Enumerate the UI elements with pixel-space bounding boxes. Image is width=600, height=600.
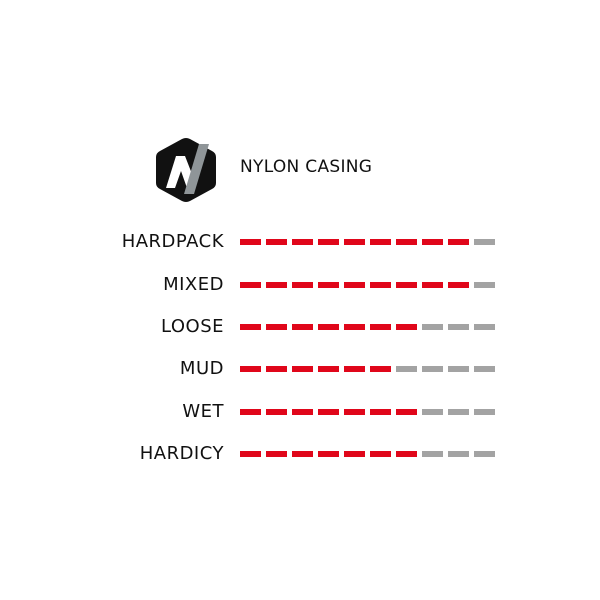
rating-label: HARDPACK xyxy=(121,231,224,252)
rating-segment-filled xyxy=(370,366,391,372)
rating-segment-empty xyxy=(448,324,469,330)
rating-segment-filled xyxy=(396,324,417,330)
rating-segment-filled xyxy=(266,324,287,330)
rating-segment-filled xyxy=(318,239,339,245)
rating-segment-filled xyxy=(448,239,469,245)
rating-segment-filled xyxy=(370,409,391,415)
rating-segment-empty xyxy=(474,324,495,330)
rating-segment-empty xyxy=(474,282,495,288)
rating-segment-filled xyxy=(370,451,391,457)
rating-segment-empty xyxy=(448,366,469,372)
rating-segment-empty xyxy=(474,366,495,372)
rating-label: HARDICY xyxy=(139,443,224,464)
rating-segment-filled xyxy=(292,282,313,288)
rating-segment-filled xyxy=(240,451,261,457)
rating-label: MUD xyxy=(179,358,224,379)
rating-segment-filled xyxy=(318,451,339,457)
rating-segment-filled xyxy=(396,239,417,245)
rating-segment-filled xyxy=(448,282,469,288)
rating-segment-filled xyxy=(396,451,417,457)
hexagon-n-logo-icon xyxy=(156,138,216,202)
rating-segment-filled xyxy=(422,239,443,245)
rating-segment-filled xyxy=(370,282,391,288)
rating-segment-empty xyxy=(422,409,443,415)
rating-segment-filled xyxy=(344,366,365,372)
rating-segment-filled xyxy=(318,282,339,288)
rating-segment-filled xyxy=(240,409,261,415)
rating-segment-filled xyxy=(370,324,391,330)
rating-segment-filled xyxy=(344,451,365,457)
rating-segment-filled xyxy=(344,239,365,245)
rating-segment-filled xyxy=(370,239,391,245)
rating-segment-filled xyxy=(318,324,339,330)
rating-label: WET xyxy=(182,401,224,422)
rating-segment-filled xyxy=(292,409,313,415)
rating-segment-filled xyxy=(292,366,313,372)
rating-segment-filled xyxy=(240,239,261,245)
rating-row-loose: LOOSE xyxy=(0,317,600,337)
rating-segment-filled xyxy=(422,282,443,288)
casing-type-label: NYLON CASING xyxy=(240,157,373,177)
rating-segment-filled xyxy=(240,324,261,330)
rating-label: MIXED xyxy=(163,274,224,295)
rating-segment-filled xyxy=(240,282,261,288)
rating-segment-empty xyxy=(474,409,495,415)
rating-segment-filled xyxy=(344,409,365,415)
rating-segment-filled xyxy=(266,239,287,245)
rating-segment-filled xyxy=(292,239,313,245)
rating-segment-filled xyxy=(344,282,365,288)
rating-segment-empty xyxy=(448,409,469,415)
rating-segment-filled xyxy=(344,324,365,330)
rating-segment-filled xyxy=(266,366,287,372)
rating-segment-empty xyxy=(448,451,469,457)
rating-row-wet: WET xyxy=(0,402,600,422)
rating-segment-filled xyxy=(266,282,287,288)
rating-label: LOOSE xyxy=(160,316,224,337)
rating-segment-filled xyxy=(396,409,417,415)
rating-segment-filled xyxy=(318,409,339,415)
rating-segment-empty xyxy=(422,366,443,372)
rating-row-hardpack: HARDPACK xyxy=(0,232,600,252)
rating-row-mixed: MIXED xyxy=(0,275,600,295)
rating-segment-empty xyxy=(422,324,443,330)
rating-row-mud: MUD xyxy=(0,359,600,379)
rating-segment-filled xyxy=(266,451,287,457)
rating-segment-empty xyxy=(474,451,495,457)
rating-segment-filled xyxy=(266,409,287,415)
rating-segment-filled xyxy=(292,324,313,330)
rating-segment-filled xyxy=(240,366,261,372)
rating-segment-filled xyxy=(292,451,313,457)
rating-row-hardicy: HARDICY xyxy=(0,444,600,464)
rating-segment-empty xyxy=(474,239,495,245)
rating-segment-filled xyxy=(396,282,417,288)
rating-segment-filled xyxy=(318,366,339,372)
rating-segment-empty xyxy=(422,451,443,457)
rating-segment-empty xyxy=(396,366,417,372)
